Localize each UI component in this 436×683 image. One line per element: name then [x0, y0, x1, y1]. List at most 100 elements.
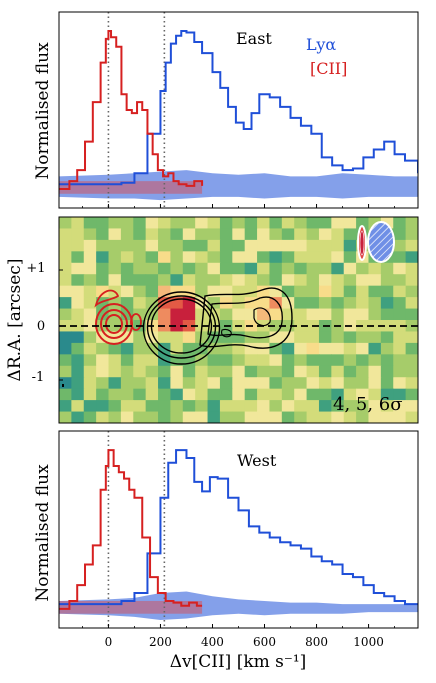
map-pixel — [108, 217, 122, 230]
x-tick-label: 600 — [253, 635, 276, 649]
map-pixel — [170, 400, 184, 413]
map-pixel — [133, 342, 147, 355]
map-pixel — [356, 411, 370, 423]
map-pixel — [170, 308, 184, 321]
map-pixel — [356, 308, 370, 321]
map-pixel — [207, 400, 221, 413]
map-pixel — [294, 285, 308, 298]
map-frame — [58, 216, 419, 424]
map-pixel — [170, 217, 184, 230]
map-pixel — [269, 400, 283, 413]
map-pixel — [59, 342, 72, 355]
map-pixel — [96, 400, 110, 413]
map-pixel — [108, 251, 122, 264]
map-pixel — [96, 274, 110, 287]
map-pixel — [145, 411, 159, 423]
map-pixel — [318, 228, 332, 241]
map-pixel — [120, 365, 134, 378]
map-pixel — [306, 354, 320, 367]
map-pixel — [96, 377, 110, 390]
x-axis-label: Δv[CII] [km s⁻¹] — [170, 652, 307, 672]
map-pixel — [343, 217, 357, 230]
map-pixel — [170, 365, 184, 378]
map-pixel — [145, 239, 159, 252]
map-pixel — [331, 308, 345, 321]
map-pixel — [281, 239, 295, 252]
map-pixel — [269, 251, 283, 264]
map-pixel — [257, 217, 271, 230]
map-pixel — [83, 274, 97, 287]
map-pixel — [120, 228, 134, 241]
map-pixel — [331, 262, 345, 275]
map-pixel — [343, 411, 357, 423]
map-pixel — [182, 239, 196, 252]
map-pixel — [257, 251, 271, 264]
map-pixel — [269, 331, 283, 344]
map-pixel — [232, 354, 246, 367]
map-pixel — [368, 400, 382, 413]
map-pixel — [195, 411, 209, 423]
map-pixel — [96, 365, 110, 378]
map-pixel — [182, 365, 196, 378]
map-pixel — [195, 228, 209, 241]
map-plot-area — [59, 217, 418, 423]
map-pixel — [120, 388, 134, 401]
map-pixel — [182, 411, 196, 423]
map-pixel — [83, 400, 97, 413]
lya-spectrum-line — [59, 29, 418, 186]
map-pixel — [108, 388, 122, 401]
map-pixel — [356, 262, 370, 275]
cii-contour-black — [142, 291, 221, 365]
map-pixel — [59, 285, 72, 298]
map-pixel — [331, 251, 345, 264]
map-pixel — [232, 217, 246, 230]
tail-contour-mid — [207, 296, 283, 339]
map-pixel — [244, 297, 258, 310]
map-pixel — [294, 308, 308, 321]
map-pixel — [244, 308, 258, 321]
map-pixel — [393, 400, 407, 413]
map-pixel — [306, 331, 320, 344]
map-pixel — [294, 331, 308, 344]
map-pixel — [108, 354, 122, 367]
map-pixel — [71, 342, 85, 355]
map-pixel — [232, 228, 246, 241]
map-pixel — [257, 342, 271, 355]
map-pixel — [306, 262, 320, 275]
map-pixel — [145, 354, 159, 367]
map-pixel — [158, 400, 172, 413]
map-pixel — [343, 400, 357, 413]
map-pixel — [331, 365, 345, 378]
map-pixel — [343, 274, 357, 287]
map-pixel — [133, 377, 147, 390]
map-pixel — [368, 354, 382, 367]
map-pixel — [368, 331, 382, 344]
map-pixel — [71, 365, 85, 378]
map-pixel — [96, 388, 110, 401]
map-pixel — [380, 342, 394, 355]
map-pixel — [71, 285, 85, 298]
map-pixel — [244, 251, 258, 264]
map-pixel — [182, 388, 196, 401]
map-pixel — [331, 217, 345, 230]
map-pixel — [356, 400, 370, 413]
map-pixel — [83, 308, 97, 321]
map-pixel — [120, 217, 134, 230]
map-pixel — [71, 377, 85, 390]
map-pixel — [71, 297, 85, 310]
map-pixel — [306, 251, 320, 264]
map-pixel — [232, 274, 246, 287]
map-pixel — [96, 217, 110, 230]
map-pixel — [331, 342, 345, 355]
map-pixel — [219, 411, 233, 423]
map-pixel — [405, 239, 418, 252]
map-pixel — [405, 262, 418, 275]
ytick-plus1: +1 — [26, 261, 45, 276]
map-pixel — [318, 217, 332, 230]
map-pixel — [133, 411, 147, 423]
map-pixel — [368, 285, 382, 298]
map-pixel — [393, 308, 407, 321]
map-pixel — [182, 274, 196, 287]
map-pixel — [393, 354, 407, 367]
map-pixel — [343, 262, 357, 275]
